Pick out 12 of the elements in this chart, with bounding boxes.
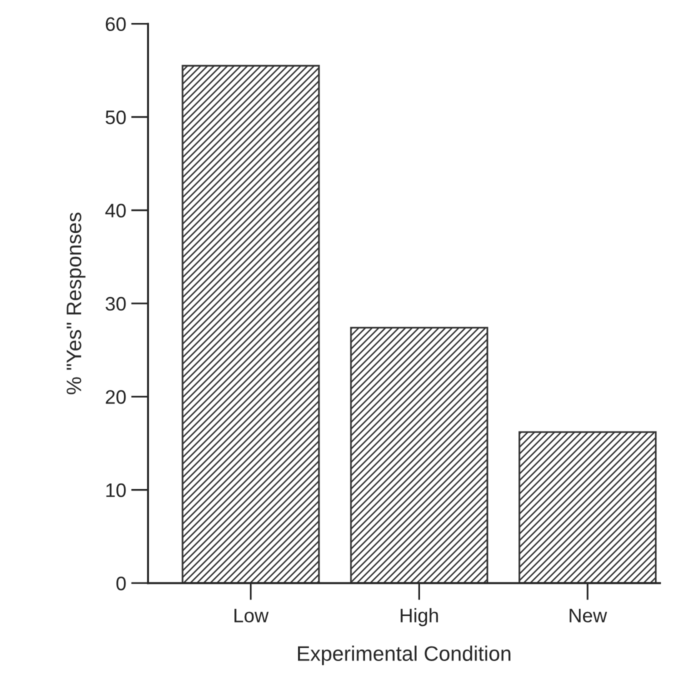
y-tick-label: 10 <box>106 483 126 498</box>
y-axis-title: % "Yes" Responses <box>66 212 86 394</box>
y-tick-label: 60 <box>106 17 126 32</box>
y-tick-label: 20 <box>106 390 126 404</box>
y-tick-label: 50 <box>106 110 126 124</box>
x-tick-label: High <box>400 608 438 626</box>
y-tick-label: 40 <box>105 204 126 218</box>
y-tick-label: 30 <box>106 296 126 311</box>
x-axis-title: Experimental Condition <box>298 646 510 666</box>
x-tick-label: New <box>570 608 608 622</box>
x-tick-label: Low <box>234 608 269 622</box>
y-tick-label: 0 <box>116 576 126 590</box>
